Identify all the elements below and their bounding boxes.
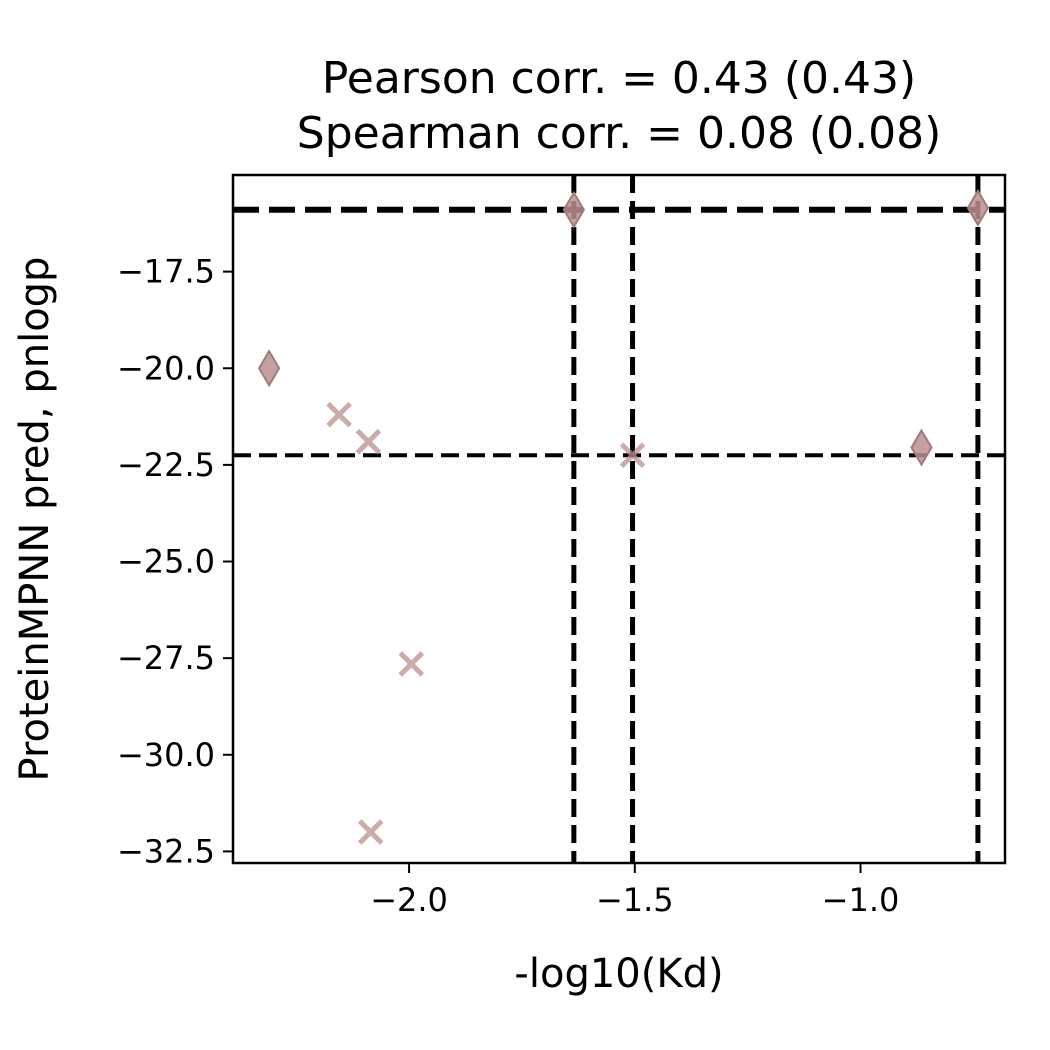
chart-title: Pearson corr. = 0.43 (0.43) Spearman cor… [297,53,941,159]
y-axis-label: ProteinMPNN pred, pnlogp [12,257,58,782]
y-tick-label-7: −32.5 [117,832,215,870]
x-axis-label: -log10(Kd) [514,951,723,997]
diamond-marker-point-2 [562,190,586,229]
diamond-marker-point-3 [910,428,933,467]
y-tick-label-4: −25.0 [117,543,215,581]
diamond-marker-point-1 [257,349,281,388]
x-tick-label-3: −1.0 [822,881,900,919]
y-tick-label-5: −27.5 [117,639,215,677]
y-tick-label-1: −17.5 [117,253,215,291]
reference-lines [233,175,1005,863]
y-tick-label-3: −22.5 [117,446,215,484]
data-points [257,188,990,845]
x-marker-point-4 [398,651,425,677]
x-marker-point-3 [619,442,646,468]
title-line-1: Pearson corr. = 0.43 (0.43) [322,53,916,104]
x-tick-label-2: −1.5 [596,881,674,919]
x-marker-point-1 [326,401,352,428]
x-axis-ticks: −2.0 −1.5 −1.0 [370,863,899,919]
y-tick-label-2: −20.0 [117,349,215,387]
axes-frame [231,173,1007,865]
y-axis-ticks: −17.5 −20.0 −22.5 −25.0 −27.5 −30.0 −32.5 [117,253,233,870]
diamond-marker-point-4 [966,188,990,227]
x-marker-point-5 [357,819,384,845]
y-tick-label-6: −30.0 [117,736,215,774]
x-tick-label-1: −2.0 [370,881,448,919]
title-line-2: Spearman corr. = 0.08 (0.08) [297,108,941,159]
x-marker-point-2 [355,428,382,455]
